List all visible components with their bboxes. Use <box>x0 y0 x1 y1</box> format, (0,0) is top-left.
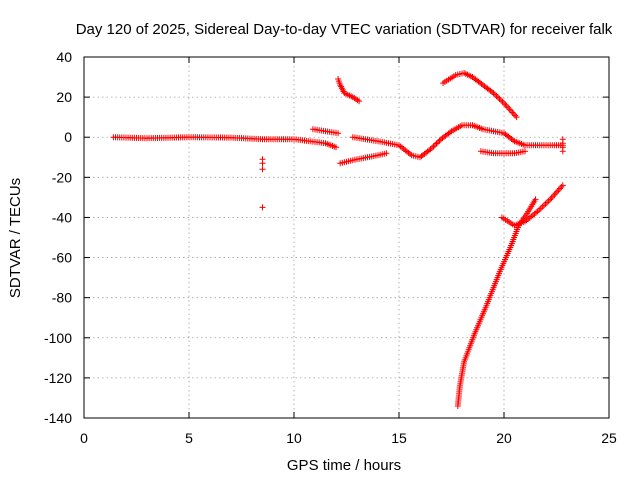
data-point <box>513 114 520 121</box>
grid <box>84 57 609 418</box>
x-tick-label: 10 <box>286 430 302 446</box>
data-point <box>433 140 440 147</box>
y-tick-label: -60 <box>52 250 72 266</box>
data-point <box>545 197 552 204</box>
data-point <box>505 104 512 111</box>
data-point <box>539 203 546 210</box>
plot-frame <box>83 56 610 419</box>
data-point <box>537 205 544 212</box>
data-point <box>558 183 565 190</box>
data-point <box>356 98 363 105</box>
data-point <box>540 202 547 209</box>
data-point <box>551 191 558 198</box>
data-point <box>333 144 339 151</box>
y-tick-label: -80 <box>52 290 72 306</box>
x-tick-label: 0 <box>80 430 88 446</box>
data-point <box>498 97 504 104</box>
data-point <box>512 112 519 119</box>
data-point <box>435 139 441 146</box>
y-tick-label: -120 <box>44 370 72 386</box>
data-point <box>335 130 342 137</box>
x-tick-label: 25 <box>601 430 617 446</box>
data-point <box>509 109 516 116</box>
data-point <box>259 166 266 173</box>
data-point <box>495 94 501 101</box>
x-tick-label: 15 <box>391 430 407 446</box>
y-tick-label: 0 <box>64 129 72 145</box>
data-point <box>259 204 266 211</box>
data-point <box>430 143 437 150</box>
chart-title: Day 120 of 2025, Sidereal Day-to-day VTE… <box>76 21 613 38</box>
y-tick-label: 40 <box>56 49 72 65</box>
data-point <box>432 141 438 148</box>
data-point <box>522 148 528 155</box>
y-tick-label: -100 <box>44 330 72 346</box>
data-point <box>532 196 539 203</box>
data-point <box>536 206 543 213</box>
x-tick-label: 20 <box>496 430 512 446</box>
data-point <box>510 111 517 118</box>
data-point <box>544 199 551 206</box>
data-point <box>550 193 556 200</box>
data-points <box>110 70 566 409</box>
y-tick-label: -40 <box>52 209 72 225</box>
data-point <box>493 92 500 99</box>
data-point <box>503 103 510 110</box>
data-point <box>499 98 506 105</box>
y-axis-label: SDTVAR / TECUs <box>7 178 24 298</box>
y-tick-label: -140 <box>44 410 72 426</box>
data-point <box>552 190 559 197</box>
data-point <box>559 182 566 189</box>
data-point <box>557 185 563 192</box>
data-point <box>506 106 513 113</box>
data-point <box>547 196 554 203</box>
y-tick-label: -20 <box>52 169 72 185</box>
data-point <box>548 194 555 201</box>
data-point <box>496 95 503 102</box>
data-point <box>559 148 566 155</box>
data-point <box>259 160 266 167</box>
data-point <box>555 187 562 194</box>
x-axis: 0 5 10 15 20 25 <box>80 57 617 446</box>
data-point <box>501 100 507 107</box>
data-point <box>502 101 509 108</box>
data-point <box>542 200 549 207</box>
x-axis-label: GPS time / hours <box>287 457 401 474</box>
y-axis: -140 -120 -100 -80 -60 -40 -20 0 20 40 <box>44 49 609 426</box>
x-tick-label: 5 <box>185 430 193 446</box>
data-point <box>554 188 561 195</box>
y-tick-label: 20 <box>56 89 72 105</box>
data-point <box>383 150 390 157</box>
data-point <box>508 107 514 114</box>
